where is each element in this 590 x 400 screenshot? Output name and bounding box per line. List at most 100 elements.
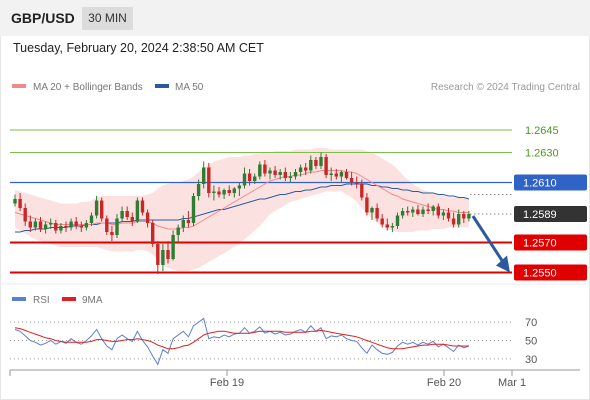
- bollinger-band-area: [15, 148, 469, 271]
- candle-body: [329, 173, 333, 175]
- timeframe-button[interactable]: 30 MIN: [82, 7, 133, 30]
- candle-body: [365, 197, 369, 213]
- candle-body: [406, 211, 410, 213]
- ma9-legend-swatch: [62, 297, 76, 301]
- candle-body: [349, 178, 354, 183]
- rsi-9ma-line: [14, 327, 469, 350]
- candle-body: [247, 173, 252, 181]
- candle-body: [69, 221, 73, 228]
- candle-body: [385, 224, 389, 228]
- candle-body: [273, 170, 277, 175]
- candle-body: [186, 220, 191, 223]
- candle-body: [38, 221, 43, 229]
- candle-body: [18, 199, 22, 208]
- candle-body: [324, 157, 328, 175]
- candle-body: [28, 221, 32, 228]
- candle-body: [457, 214, 461, 225]
- candle-body: [355, 182, 359, 184]
- candle-body: [242, 173, 247, 186]
- candle-body: [451, 218, 456, 225]
- rsi-legend-label: RSI: [33, 295, 50, 306]
- level-label-1.2589: 1.2589: [523, 209, 557, 221]
- candle-body: [202, 167, 206, 184]
- candle-body: [13, 199, 17, 204]
- candle-body: [94, 200, 99, 216]
- forecast-arrow-shaft: [471, 215, 506, 265]
- candle-body: [263, 164, 267, 174]
- candle-body: [227, 190, 231, 193]
- candle-body: [370, 208, 374, 213]
- candle-body: [145, 212, 150, 223]
- candle-body: [120, 211, 124, 219]
- candle-body: [288, 176, 293, 178]
- rsi-tick-30: 30: [525, 354, 537, 366]
- ma9-legend-label: 9MA: [82, 295, 103, 306]
- level-label-1.2645: 1.2645: [525, 125, 559, 137]
- candle-body: [314, 160, 318, 166]
- candle-body: [59, 226, 63, 231]
- level-label-1.2570: 1.2570: [523, 238, 557, 250]
- candle-body: [23, 208, 27, 222]
- level-tag-1.2570: [514, 234, 587, 251]
- candle-body: [100, 200, 104, 219]
- attribution-text: Research © 2024 Trading Central: [431, 82, 580, 93]
- x-tick-label: Feb 19: [210, 377, 244, 389]
- candle-body: [344, 172, 349, 178]
- candle-body: [33, 221, 38, 228]
- candle-body: [89, 215, 94, 223]
- candle-body: [156, 244, 160, 265]
- candle-body: [166, 250, 170, 259]
- symbol-title: GBP/USD: [11, 10, 75, 26]
- candle-body: [176, 227, 180, 235]
- candle-body: [181, 220, 185, 228]
- rsi-tick-50: 50: [525, 336, 537, 348]
- level-label-1.2610: 1.2610: [523, 178, 557, 190]
- candle-body: [151, 223, 155, 244]
- candle-body: [375, 208, 379, 219]
- candle-body: [84, 223, 89, 228]
- candle-body: [43, 224, 48, 229]
- candle-body: [217, 191, 221, 195]
- candle-body: [360, 184, 364, 198]
- candle-body: [253, 176, 257, 181]
- chart-header: GBP/USD 30 MIN: [0, 0, 590, 36]
- candle-body: [140, 200, 145, 213]
- candle-body: [54, 223, 58, 231]
- candle-body: [441, 212, 446, 216]
- candle-body: [49, 223, 53, 225]
- candle-body: [74, 221, 78, 226]
- candle-body: [339, 172, 344, 177]
- rsi-legend-swatch: [12, 297, 26, 301]
- candle-body: [278, 172, 282, 175]
- candle-body: [237, 185, 242, 189]
- candle-body: [319, 157, 323, 166]
- ma20-legend-label: MA 20 + Bollinger Bands: [33, 82, 143, 93]
- level-tag-1.2610: [514, 174, 587, 191]
- candle-body: [212, 191, 216, 193]
- x-tick-label: Mar 1: [498, 377, 526, 389]
- candle-body: [171, 235, 175, 259]
- candle-body: [105, 218, 109, 232]
- ma20-line: [14, 170, 469, 230]
- candle-body: [431, 206, 435, 211]
- candle-body: [416, 209, 420, 214]
- candle-body: [395, 215, 400, 226]
- level-label-1.2550: 1.2550: [523, 268, 557, 280]
- candle-body: [130, 217, 134, 222]
- ma50-legend-swatch: [155, 84, 169, 88]
- rsi-line: [14, 317, 470, 366]
- candle-body: [304, 167, 308, 171]
- candle-body: [258, 164, 262, 177]
- candle-body: [268, 170, 272, 174]
- candle-body: [436, 206, 440, 216]
- candle-body: [135, 200, 140, 222]
- candle-body: [207, 167, 211, 193]
- candle-body: [196, 184, 201, 196]
- chart-timestamp: Tuesday, February 20, 2024 2:38:50 AM CE…: [13, 41, 264, 55]
- candle-body: [467, 214, 471, 219]
- candle-body: [380, 218, 384, 225]
- candle-body: [222, 190, 226, 195]
- candle-body: [446, 212, 451, 219]
- candle-body: [232, 188, 236, 193]
